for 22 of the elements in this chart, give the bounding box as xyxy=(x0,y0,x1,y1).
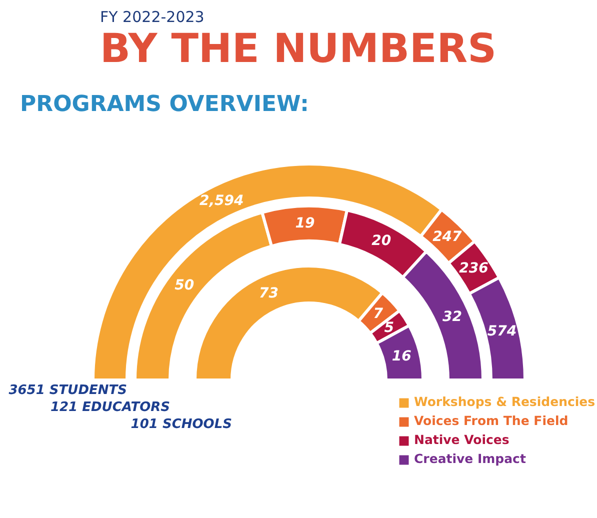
data-label: 247 xyxy=(432,228,462,245)
slice-label: 121 EDUCATORS xyxy=(50,400,170,415)
slice-label: 3651 STUDENTS xyxy=(8,383,127,398)
data-label: 574 xyxy=(487,323,517,340)
data-label: 20 xyxy=(372,233,392,250)
data-label: 73 xyxy=(258,285,278,302)
legend-label: Creative Impact xyxy=(414,451,526,466)
chart-subtitle: PROGRAMS OVERVIEW: xyxy=(20,92,309,117)
data-label: 236 xyxy=(459,260,489,276)
legend-label: Workshops & Residencies xyxy=(414,394,596,409)
data-label: 16 xyxy=(392,348,412,364)
chart-title: BY THE NUMBERS xyxy=(100,26,496,72)
legend-label: Voices From The Field xyxy=(414,413,568,428)
text: FY 2022-2023 xyxy=(100,8,204,26)
data-label: 50 xyxy=(174,277,194,294)
data-label: 7 xyxy=(373,306,384,322)
data-label: 32 xyxy=(442,308,462,325)
slice-label: 101 SCHOOLS xyxy=(130,417,232,432)
legend-label: Native Voices xyxy=(414,432,510,447)
data-label: 5 xyxy=(384,320,394,336)
data-label: 2,594 xyxy=(199,193,244,210)
data-label: 19 xyxy=(295,216,315,232)
